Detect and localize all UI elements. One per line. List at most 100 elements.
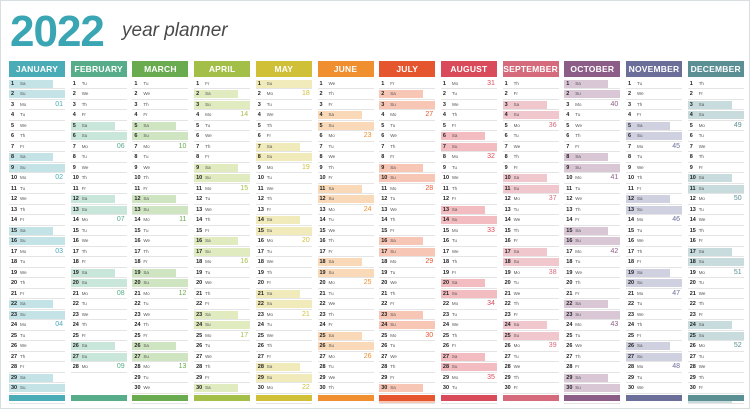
- day-row[interactable]: 23 We: [70, 310, 127, 320]
- day-row[interactable]: 7 Tu: [317, 142, 374, 152]
- day-row[interactable]: 19 We: [564, 268, 621, 278]
- day-row[interactable]: 16 Sa: [379, 236, 436, 247]
- day-row[interactable]: 1 Fr: [194, 79, 251, 89]
- day-row[interactable]: 22 Th: [502, 299, 559, 310]
- day-row[interactable]: 2 Th: [317, 89, 374, 100]
- day-row[interactable]: 19 Tu: [379, 268, 436, 278]
- day-row[interactable]: 15 We: [317, 226, 374, 236]
- day-row[interactable]: 25 Tu: [564, 331, 621, 341]
- day-row[interactable]: 27 Tu: [687, 352, 744, 362]
- day-row[interactable]: 21 Su: [440, 289, 497, 299]
- day-row[interactable]: 16 We: [70, 236, 127, 247]
- day-row[interactable]: 25 We: [255, 331, 312, 341]
- day-row[interactable]: 11 Fr: [70, 184, 127, 194]
- day-row[interactable]: 24 Su: [379, 320, 436, 331]
- day-row[interactable]: 14 Mo 46: [626, 215, 682, 226]
- day-row[interactable]: 12 Su: [317, 194, 374, 205]
- day-row[interactable]: 4 Tu: [9, 110, 65, 121]
- day-row[interactable]: 8 Th: [502, 152, 559, 163]
- day-row[interactable]: 2 We: [626, 89, 682, 100]
- day-row[interactable]: 12 Fr: [440, 194, 497, 205]
- day-row[interactable]: 24 Th: [132, 320, 189, 331]
- day-row[interactable]: 18 Tu: [9, 257, 65, 268]
- day-row[interactable]: 12 Sa: [626, 194, 682, 205]
- day-row[interactable]: 15 Fr: [379, 226, 436, 236]
- day-row[interactable]: 20 Fr: [255, 278, 312, 289]
- day-row[interactable]: 19 Th: [255, 268, 312, 278]
- day-row[interactable]: 9 We: [626, 163, 682, 173]
- day-row[interactable]: 25 Tu: [9, 331, 65, 341]
- day-row[interactable]: 8 Mo 32: [440, 152, 497, 163]
- day-row[interactable]: 21 Th: [379, 289, 436, 299]
- day-row[interactable]: 3 Mo 01: [9, 100, 65, 110]
- day-row[interactable]: 21 Sa: [255, 289, 312, 299]
- day-row[interactable]: 20 Sa: [440, 278, 497, 289]
- day-row[interactable]: 10 Mo 41: [564, 173, 621, 184]
- day-row[interactable]: 26 We: [9, 341, 65, 352]
- day-row[interactable]: 13 Tu: [687, 205, 744, 215]
- day-row[interactable]: 19 Sa: [626, 268, 682, 278]
- day-row[interactable]: 12 Tu: [379, 194, 436, 205]
- day-row[interactable]: 21 Fr: [564, 289, 621, 299]
- day-row[interactable]: 25 Su: [687, 331, 744, 341]
- day-row[interactable]: 28 Su: [440, 362, 497, 373]
- day-row[interactable]: 17 Th: [626, 247, 682, 257]
- day-row[interactable]: 26 Mo 39: [502, 341, 559, 352]
- day-row[interactable]: 2 We: [132, 89, 189, 100]
- day-row[interactable]: 13 We: [194, 205, 251, 215]
- day-row[interactable]: 25 Fr: [70, 331, 127, 341]
- day-row[interactable]: 20 We: [379, 278, 436, 289]
- day-row[interactable]: 30 Su: [9, 383, 65, 394]
- day-row[interactable]: 24 Sa: [687, 320, 744, 331]
- day-row[interactable]: 8 Su: [255, 152, 312, 163]
- day-row[interactable]: 6 We: [194, 131, 251, 142]
- day-row[interactable]: 11 Mo 15: [194, 184, 251, 194]
- day-row[interactable]: 5 Sa: [70, 121, 127, 131]
- day-row[interactable]: 6 We: [379, 131, 436, 142]
- day-row[interactable]: 7 Mo 06: [70, 142, 127, 152]
- day-row[interactable]: 8 Sa: [9, 152, 65, 163]
- day-row[interactable]: 15 Tu: [626, 226, 682, 236]
- day-row[interactable]: 30 Fr: [687, 383, 744, 394]
- day-row[interactable]: 10 Sa: [502, 173, 559, 184]
- day-row[interactable]: 17 Mo 03: [9, 247, 65, 257]
- day-row[interactable]: 22 Sa: [9, 299, 65, 310]
- day-row[interactable]: 2 Sa: [194, 89, 251, 100]
- day-row[interactable]: 5 Mo 49: [687, 121, 744, 131]
- day-row[interactable]: 2 Mo 18: [255, 89, 312, 100]
- day-row[interactable]: 9 We: [132, 163, 189, 173]
- day-row[interactable]: 1 Tu: [70, 79, 127, 89]
- day-row[interactable]: 5 Fr: [440, 121, 497, 131]
- day-row[interactable]: 28 Tu: [317, 362, 374, 373]
- day-row[interactable]: 8 We: [317, 152, 374, 163]
- day-row[interactable]: 20 Su: [626, 278, 682, 289]
- day-row[interactable]: 24 Sa: [502, 320, 559, 331]
- day-row[interactable]: 14 Su: [440, 215, 497, 226]
- day-row[interactable]: 26 Th: [255, 341, 312, 352]
- day-row[interactable]: 14 We: [687, 215, 744, 226]
- day-row[interactable]: 24 Tu: [255, 320, 312, 331]
- day-row[interactable]: 22 Mo 34: [440, 299, 497, 310]
- day-row[interactable]: 6 Mo 23: [317, 131, 374, 142]
- day-row[interactable]: 29 Mo 35: [440, 373, 497, 383]
- day-row[interactable]: 17 Sa: [502, 247, 559, 257]
- day-row[interactable]: 4 Sa: [317, 110, 374, 121]
- day-row[interactable]: 8 Fr: [194, 152, 251, 163]
- day-row[interactable]: 23 Sa: [379, 310, 436, 320]
- day-row[interactable]: 30 Su: [564, 383, 621, 394]
- day-row[interactable]: 4 We: [255, 110, 312, 121]
- day-row[interactable]: 13 Su: [132, 205, 189, 215]
- day-row[interactable]: 25 Fr: [132, 331, 189, 341]
- day-row[interactable]: 10 Th: [626, 173, 682, 184]
- day-row[interactable]: 7 We: [502, 142, 559, 152]
- day-row[interactable]: 16 Fr: [502, 236, 559, 247]
- day-row[interactable]: 6 Su: [70, 131, 127, 142]
- day-row[interactable]: 8 Tu: [626, 152, 682, 163]
- day-row[interactable]: 23 Sa: [194, 310, 251, 320]
- day-row[interactable]: 8 Th: [687, 152, 744, 163]
- day-row[interactable]: 7 Sa: [255, 142, 312, 152]
- day-row[interactable]: 12 Mo 37: [502, 194, 559, 205]
- day-row[interactable]: 24 We: [440, 320, 497, 331]
- day-row[interactable]: 30 Sa: [379, 383, 436, 394]
- day-row[interactable]: 28 We: [502, 362, 559, 373]
